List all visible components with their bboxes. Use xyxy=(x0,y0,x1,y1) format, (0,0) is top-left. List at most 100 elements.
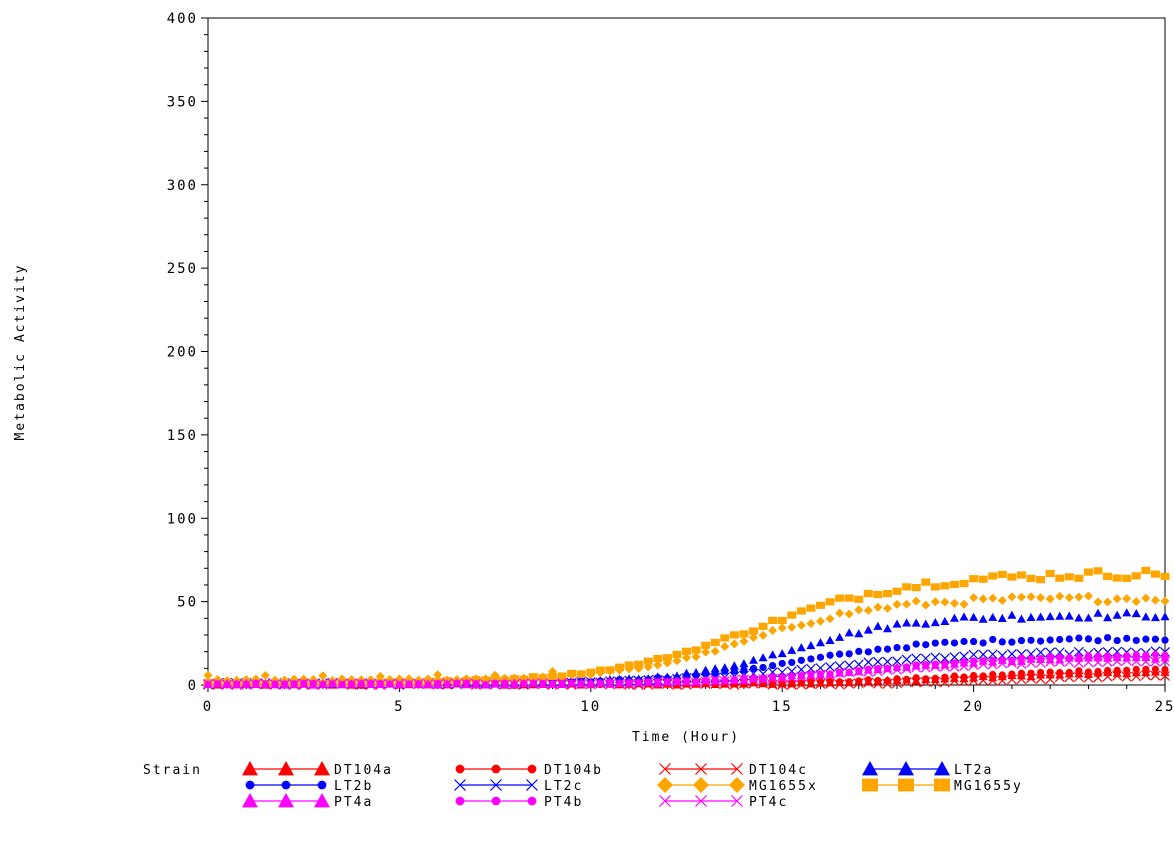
legend-item: DT104b xyxy=(455,763,601,778)
data-point xyxy=(595,678,606,689)
data-point xyxy=(557,672,567,680)
data-point xyxy=(796,664,807,675)
data-point xyxy=(1027,636,1035,644)
data-point xyxy=(826,677,834,685)
data-point xyxy=(1074,592,1084,602)
data-point xyxy=(1083,568,1093,576)
data-point xyxy=(701,641,711,649)
data-point xyxy=(376,679,384,688)
data-point xyxy=(949,613,959,622)
data-point xyxy=(787,611,797,619)
data-point xyxy=(988,593,998,603)
data-point xyxy=(921,619,931,628)
data-point xyxy=(941,638,949,646)
data-point xyxy=(872,678,883,689)
data-point xyxy=(491,764,501,774)
data-point xyxy=(930,618,940,627)
y-axis: 0 50 100 150 200 250 300 350 400 xyxy=(167,11,208,694)
data-point xyxy=(1026,574,1036,582)
data-point xyxy=(318,671,328,681)
data-point xyxy=(796,679,807,690)
data-point xyxy=(279,679,290,690)
data-point xyxy=(739,659,749,668)
data-point xyxy=(777,616,787,625)
data-point xyxy=(949,580,959,589)
data-point xyxy=(807,655,815,663)
data-point xyxy=(1123,634,1131,642)
data-point xyxy=(853,678,864,689)
data-point xyxy=(308,679,319,690)
data-point xyxy=(805,679,816,690)
data-point xyxy=(509,679,520,690)
data-point xyxy=(1122,574,1132,582)
data-point xyxy=(1064,657,1075,668)
data-point xyxy=(759,663,767,672)
data-point xyxy=(432,679,443,690)
data-point xyxy=(949,598,959,608)
data-point xyxy=(844,594,854,602)
data-point xyxy=(1093,657,1103,668)
data-point xyxy=(815,616,825,626)
data-point xyxy=(1006,674,1017,685)
data-point xyxy=(290,680,298,688)
series-PT4c xyxy=(203,655,1170,690)
data-point xyxy=(1112,574,1122,582)
data-point xyxy=(844,609,854,619)
data-point xyxy=(527,796,537,806)
data-point xyxy=(682,653,691,663)
data-point xyxy=(796,643,806,652)
data-point xyxy=(1132,665,1140,674)
data-point xyxy=(872,666,883,677)
legend-title: Strain xyxy=(143,763,202,778)
data-point xyxy=(968,649,979,660)
data-point xyxy=(1026,592,1036,602)
data-point xyxy=(526,779,538,791)
data-point xyxy=(796,607,806,615)
data-point xyxy=(1131,572,1141,580)
data-point xyxy=(1017,654,1026,662)
data-point xyxy=(863,625,873,634)
data-point xyxy=(1026,612,1036,622)
data-point xyxy=(481,676,491,684)
data-point xyxy=(987,649,998,660)
data-point xyxy=(1093,608,1103,617)
data-point xyxy=(1075,653,1083,661)
data-point xyxy=(662,654,672,662)
data-point xyxy=(367,679,375,687)
data-point xyxy=(768,626,778,636)
data-point xyxy=(768,616,778,625)
data-point xyxy=(1084,635,1093,643)
data-point xyxy=(1036,668,1045,677)
data-point xyxy=(825,614,835,624)
legend-item: PT4b xyxy=(455,795,581,810)
data-point xyxy=(901,663,912,674)
data-point xyxy=(691,677,701,688)
data-point xyxy=(719,676,730,687)
data-point xyxy=(998,656,1006,664)
data-point xyxy=(862,778,878,792)
data-point xyxy=(825,662,835,672)
data-point xyxy=(567,669,577,678)
data-point xyxy=(997,595,1007,605)
data-point xyxy=(1054,656,1065,667)
data-point xyxy=(748,627,758,635)
data-point xyxy=(797,679,805,687)
data-point xyxy=(672,677,682,688)
data-point xyxy=(681,676,692,687)
data-point xyxy=(693,777,709,793)
data-point xyxy=(1007,573,1017,581)
data-point xyxy=(1103,652,1112,660)
data-point xyxy=(758,630,768,640)
data-point xyxy=(1006,649,1017,659)
data-point xyxy=(1140,670,1151,681)
legend-item: LT2c xyxy=(454,779,581,794)
data-point xyxy=(1045,657,1056,667)
data-point xyxy=(710,664,720,673)
legend-label: DT104c xyxy=(749,763,808,778)
data-point xyxy=(1008,656,1016,664)
data-point xyxy=(491,679,499,687)
data-point xyxy=(769,680,777,688)
data-point xyxy=(451,679,462,690)
data-point xyxy=(721,676,729,684)
data-point xyxy=(261,681,270,689)
